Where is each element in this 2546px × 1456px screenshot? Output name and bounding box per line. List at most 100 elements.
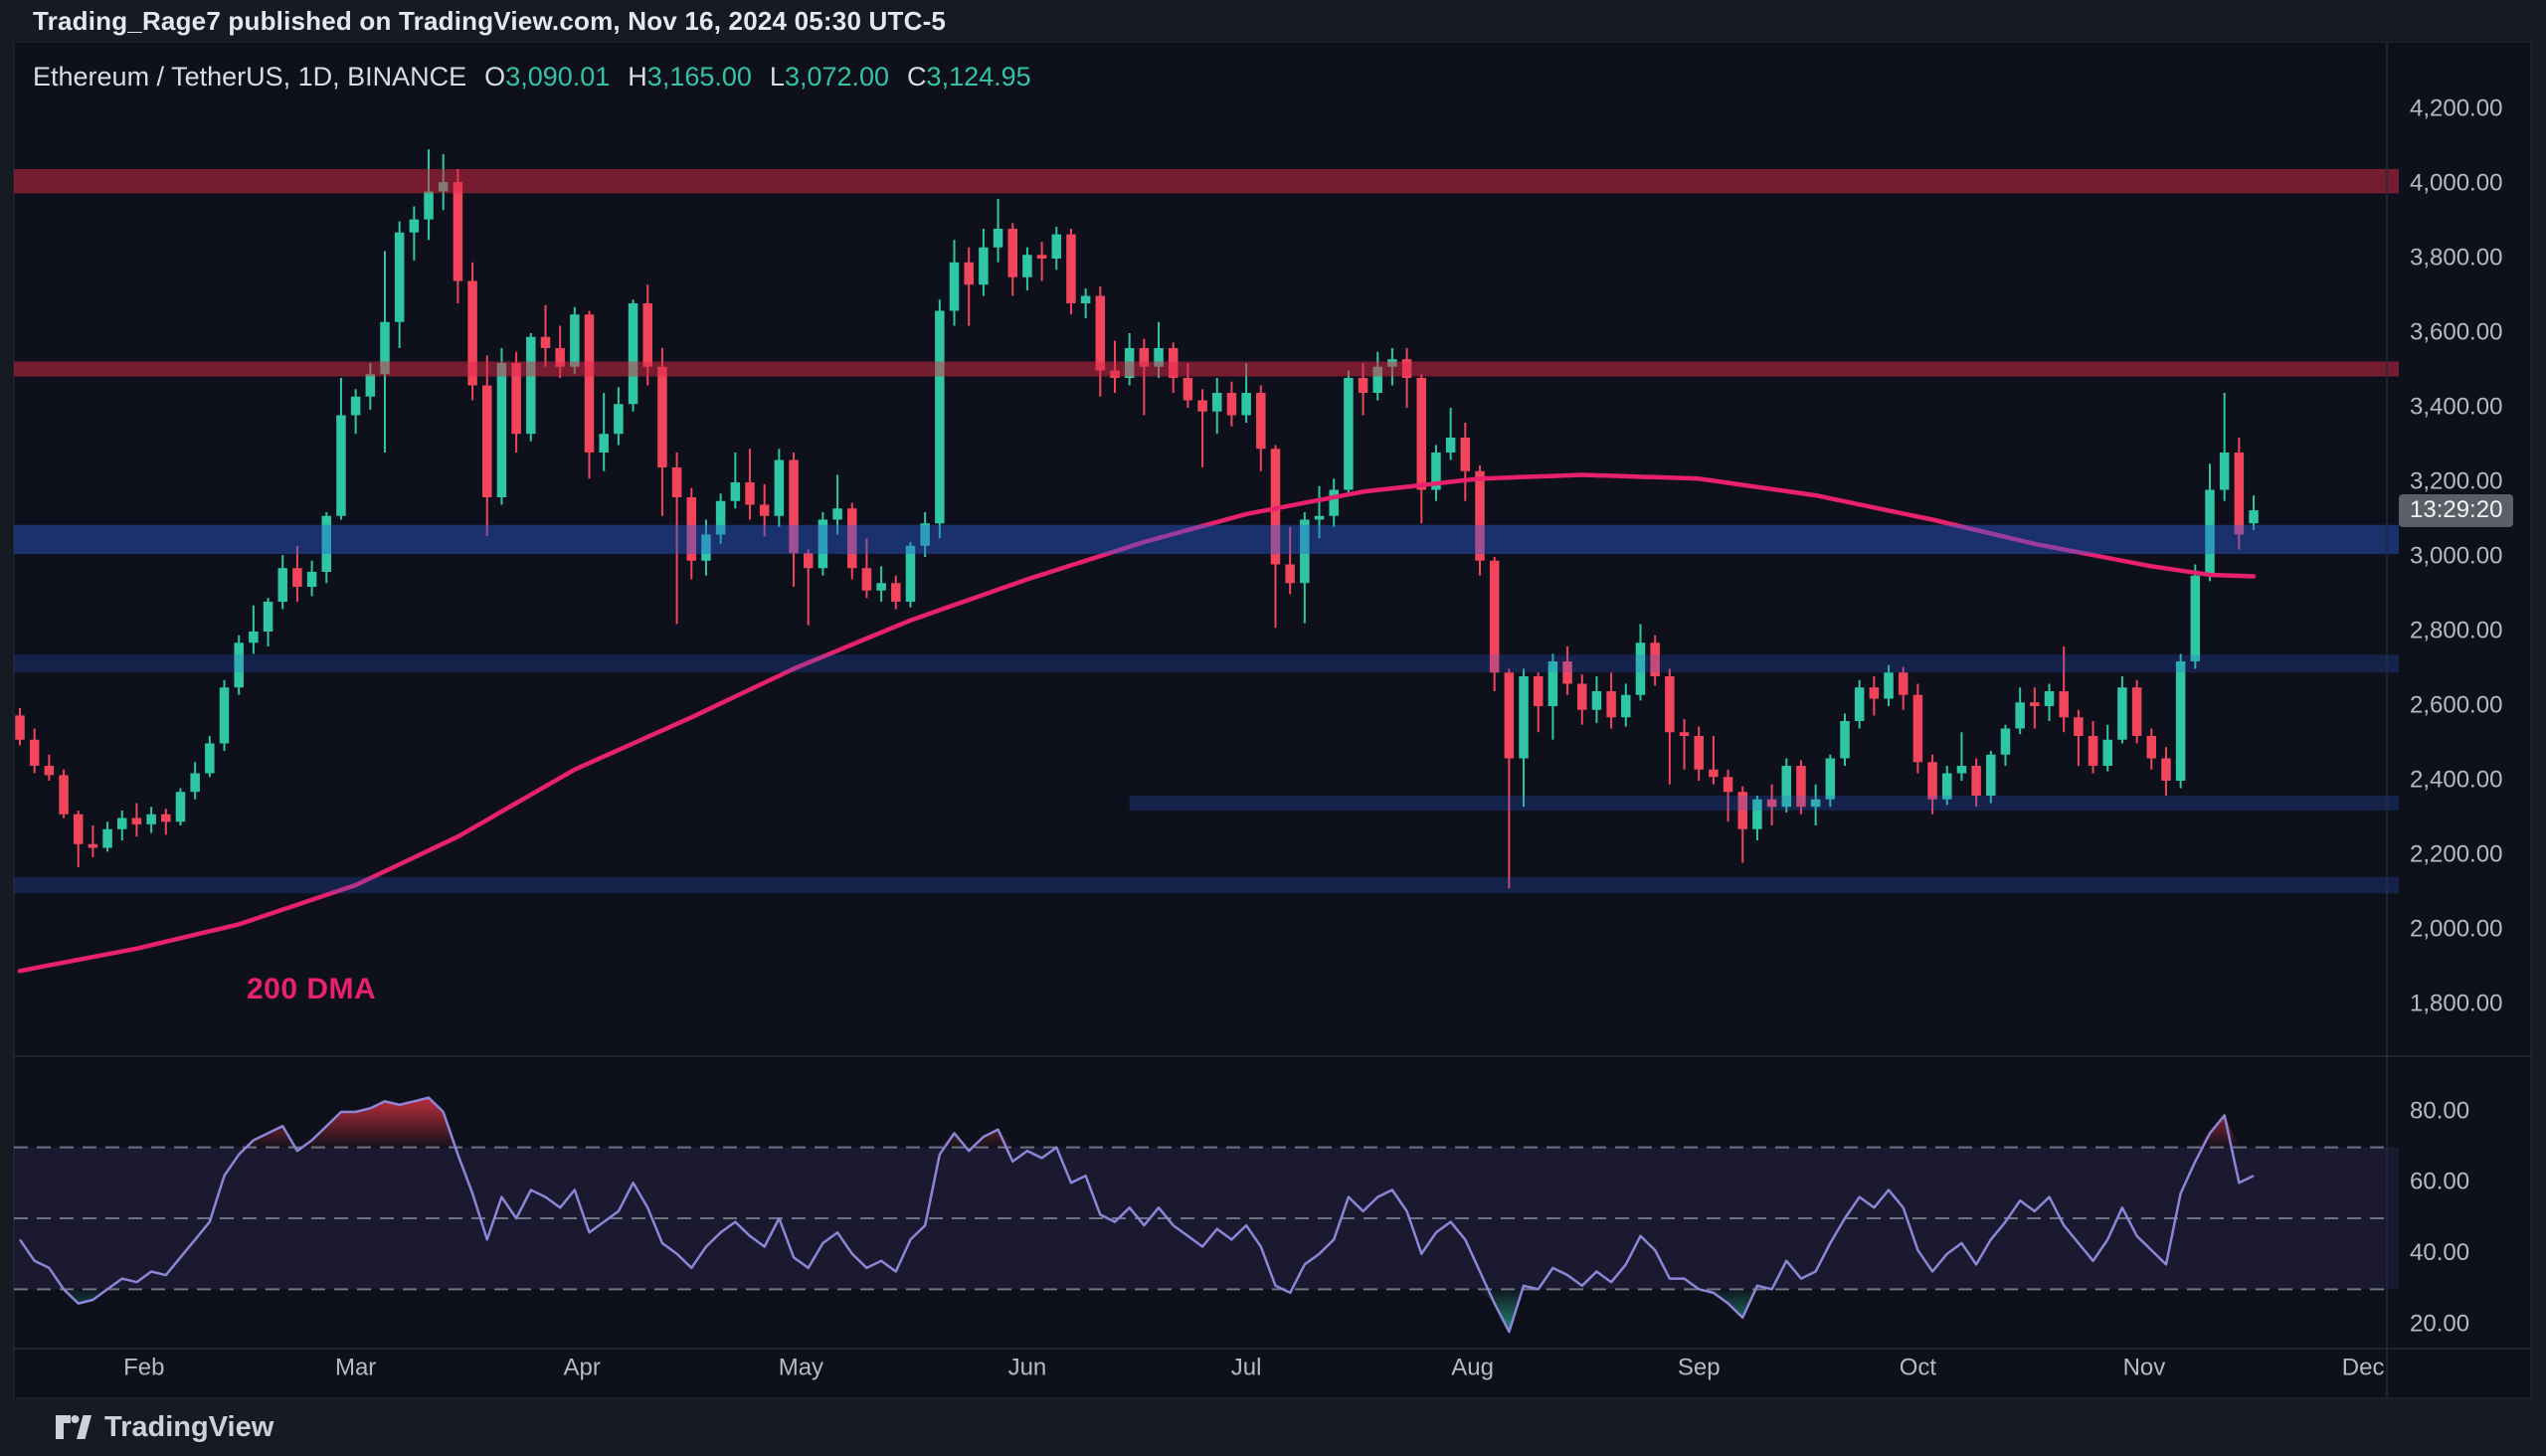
ohlc-low-label: L [769,62,785,91]
price-tick-label: 2,600.00 [2410,691,2502,718]
candle-body [686,497,697,561]
candle-body [920,523,930,546]
candle-body [774,459,785,516]
candle-body [15,715,25,740]
candle-body [891,583,901,602]
candle-body [570,314,580,367]
candle-body [424,191,434,220]
candle-body [2088,736,2098,766]
candle-body [409,219,420,233]
candle-body [1095,295,1106,371]
candle-body [1840,721,1850,759]
candle-body [482,385,492,497]
candle-body [131,818,142,824]
candle-body [263,602,273,632]
rsi-tick-label: 80.00 [2410,1097,2469,1124]
candle-body [1709,769,1719,778]
price-tick-label: 3,600.00 [2410,318,2502,345]
candle-body [730,482,741,501]
month-label: Aug [1451,1354,1494,1380]
month-label: Feb [123,1354,164,1380]
candle-body [102,828,112,848]
candle-body [2219,453,2230,490]
candle-body [2234,453,2245,535]
candle-body [1416,378,1427,490]
candle-body [1810,799,1821,808]
candle-body [1256,393,1266,450]
candle-body [1825,758,1836,800]
candle-body [818,519,828,569]
dma-line [17,472,2257,974]
candle-body [2175,661,2186,781]
candle-body [321,515,332,572]
ohlc-close-label: C [907,62,927,91]
candle-body [1022,255,1032,277]
price-tick-label: 2,800.00 [2410,617,2502,643]
candle-body [1007,229,1017,277]
candle-body [249,632,259,643]
dma-label: 200 DMA [247,973,377,1005]
candle-body [1723,777,1733,793]
pane-dividers [14,42,2531,1398]
candle-body [1650,642,1660,676]
candle-body [1986,754,1996,796]
rsi-tick-label: 60.00 [2410,1169,2469,1195]
candle-body [205,743,215,774]
candle-body [1197,400,1207,412]
support-zone [1129,796,2399,811]
ohlc-close: C 3,124.95 [907,62,1031,92]
candle-body [1226,393,1237,416]
month-label: Sep [1678,1354,1721,1380]
candle-body [832,508,842,520]
candle-body [146,814,156,824]
candle-body [44,766,55,776]
rsi-axis-labels: 80.00 60.00 40.00 20.00 [2410,1097,2469,1337]
candle-body [526,336,536,435]
candle-body [584,314,595,453]
candle-body [671,467,682,497]
candle-body [1621,694,1631,718]
candle-body [219,687,230,744]
candle-body [876,583,886,591]
candle-body [190,773,200,793]
month-label: May [779,1354,823,1380]
candle-body [175,792,186,822]
candle-body [2117,687,2127,740]
month-label: Nov [2123,1354,2166,1380]
candle-body [1665,676,1675,733]
candle-body [1942,773,1952,800]
candle-body [1869,687,1880,699]
candle-body [2205,489,2215,576]
candle-body [2030,702,2040,706]
candle-body [1752,799,1762,829]
ohlc-close-value: 3,124.95 [926,62,1031,91]
candle-body [555,348,565,367]
candlesticks [15,149,2259,889]
price-tick-label: 3,800.00 [2410,244,2502,271]
candle-body [1241,393,1251,416]
candle-body [1445,438,1456,453]
candle-body [1372,366,1382,393]
support-zone [14,654,2399,673]
candle-body [88,843,98,848]
candle-body [1329,489,1339,516]
price-tick-label: 4,200.00 [2410,94,2502,121]
candle-body [1971,766,1981,796]
candle-body [2000,728,2011,755]
candle-body [380,321,390,375]
candle-body [467,280,477,386]
candle-body [2146,736,2157,759]
candle-body [905,545,916,602]
candle-body [2249,510,2259,524]
support-zone [14,876,2399,894]
candle-body [614,404,624,435]
price-zones [14,169,2399,894]
candle-body [29,739,40,766]
candle-body [1547,661,1558,706]
price-tick-label: 3,000.00 [2410,542,2502,569]
candle-body [2102,739,2112,766]
candle-body [1212,393,1222,412]
ohlc-high: H 3,165.00 [628,62,752,92]
footer-brand: TradingView [104,1410,274,1443]
candle-body [1154,348,1164,367]
